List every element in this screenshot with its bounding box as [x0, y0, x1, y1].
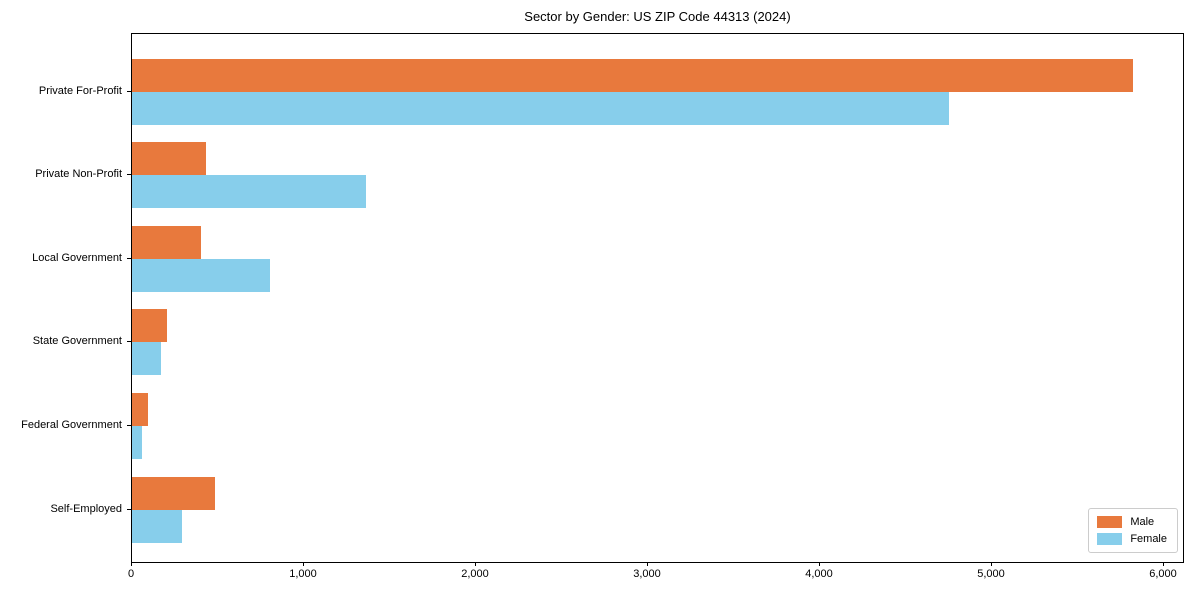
x-tick [131, 562, 132, 566]
bar-male-state-government [132, 309, 167, 343]
y-axis-label-federal-government: Federal Government [21, 419, 122, 431]
x-tick-label: 4,000 [805, 568, 833, 580]
x-tick [647, 562, 648, 566]
bar-female-local-government [132, 258, 270, 292]
x-tick [991, 562, 992, 566]
y-axis-label-state-government: State Government [32, 335, 122, 347]
bar-male-private-for-profit [132, 58, 1133, 92]
legend-item-female: Female [1097, 533, 1167, 545]
bar-female-state-government [132, 342, 161, 376]
y-tick [127, 341, 131, 342]
x-tick-label: 2,000 [461, 568, 489, 580]
x-tick-label: 5,000 [977, 568, 1005, 580]
plot-area: Male Female [131, 33, 1184, 563]
y-tick [127, 91, 131, 92]
x-tick [819, 562, 820, 566]
bar-male-federal-government [132, 392, 148, 426]
x-tick-label: 3,000 [633, 568, 661, 580]
bar-female-federal-government [132, 425, 142, 459]
chart-title: Sector by Gender: US ZIP Code 44313 (202… [524, 9, 791, 24]
y-axis-label-local-government: Local Government [32, 252, 122, 264]
bar-female-self-employed [132, 509, 182, 543]
y-tick [127, 509, 131, 510]
bar-male-self-employed [132, 476, 215, 510]
legend-label-male: Male [1130, 516, 1155, 528]
legend-label-female: Female [1130, 533, 1167, 545]
bar-female-private-for-profit [132, 91, 949, 125]
x-tick-label: 1,000 [289, 568, 317, 580]
legend: Male Female [1088, 508, 1178, 553]
x-tick [303, 562, 304, 566]
legend-item-male: Male [1097, 516, 1167, 528]
y-axis-label-private-non-profit: Private Non-Profit [35, 168, 122, 180]
bar-male-private-non-profit [132, 142, 206, 176]
bar-male-local-government [132, 225, 201, 259]
legend-swatch-female [1097, 533, 1123, 545]
x-tick [1163, 562, 1164, 566]
y-tick [127, 258, 131, 259]
x-tick-label: 0 [127, 568, 135, 580]
x-tick-label: 6,000 [1149, 568, 1177, 580]
y-tick [127, 174, 131, 175]
x-tick [475, 562, 476, 566]
y-tick [127, 425, 131, 426]
y-axis-label-self-employed: Self-Employed [50, 503, 122, 515]
y-axis-label-private-for-profit: Private For-Profit [38, 85, 122, 97]
legend-swatch-male [1097, 516, 1123, 528]
bar-female-private-non-profit [132, 175, 366, 209]
